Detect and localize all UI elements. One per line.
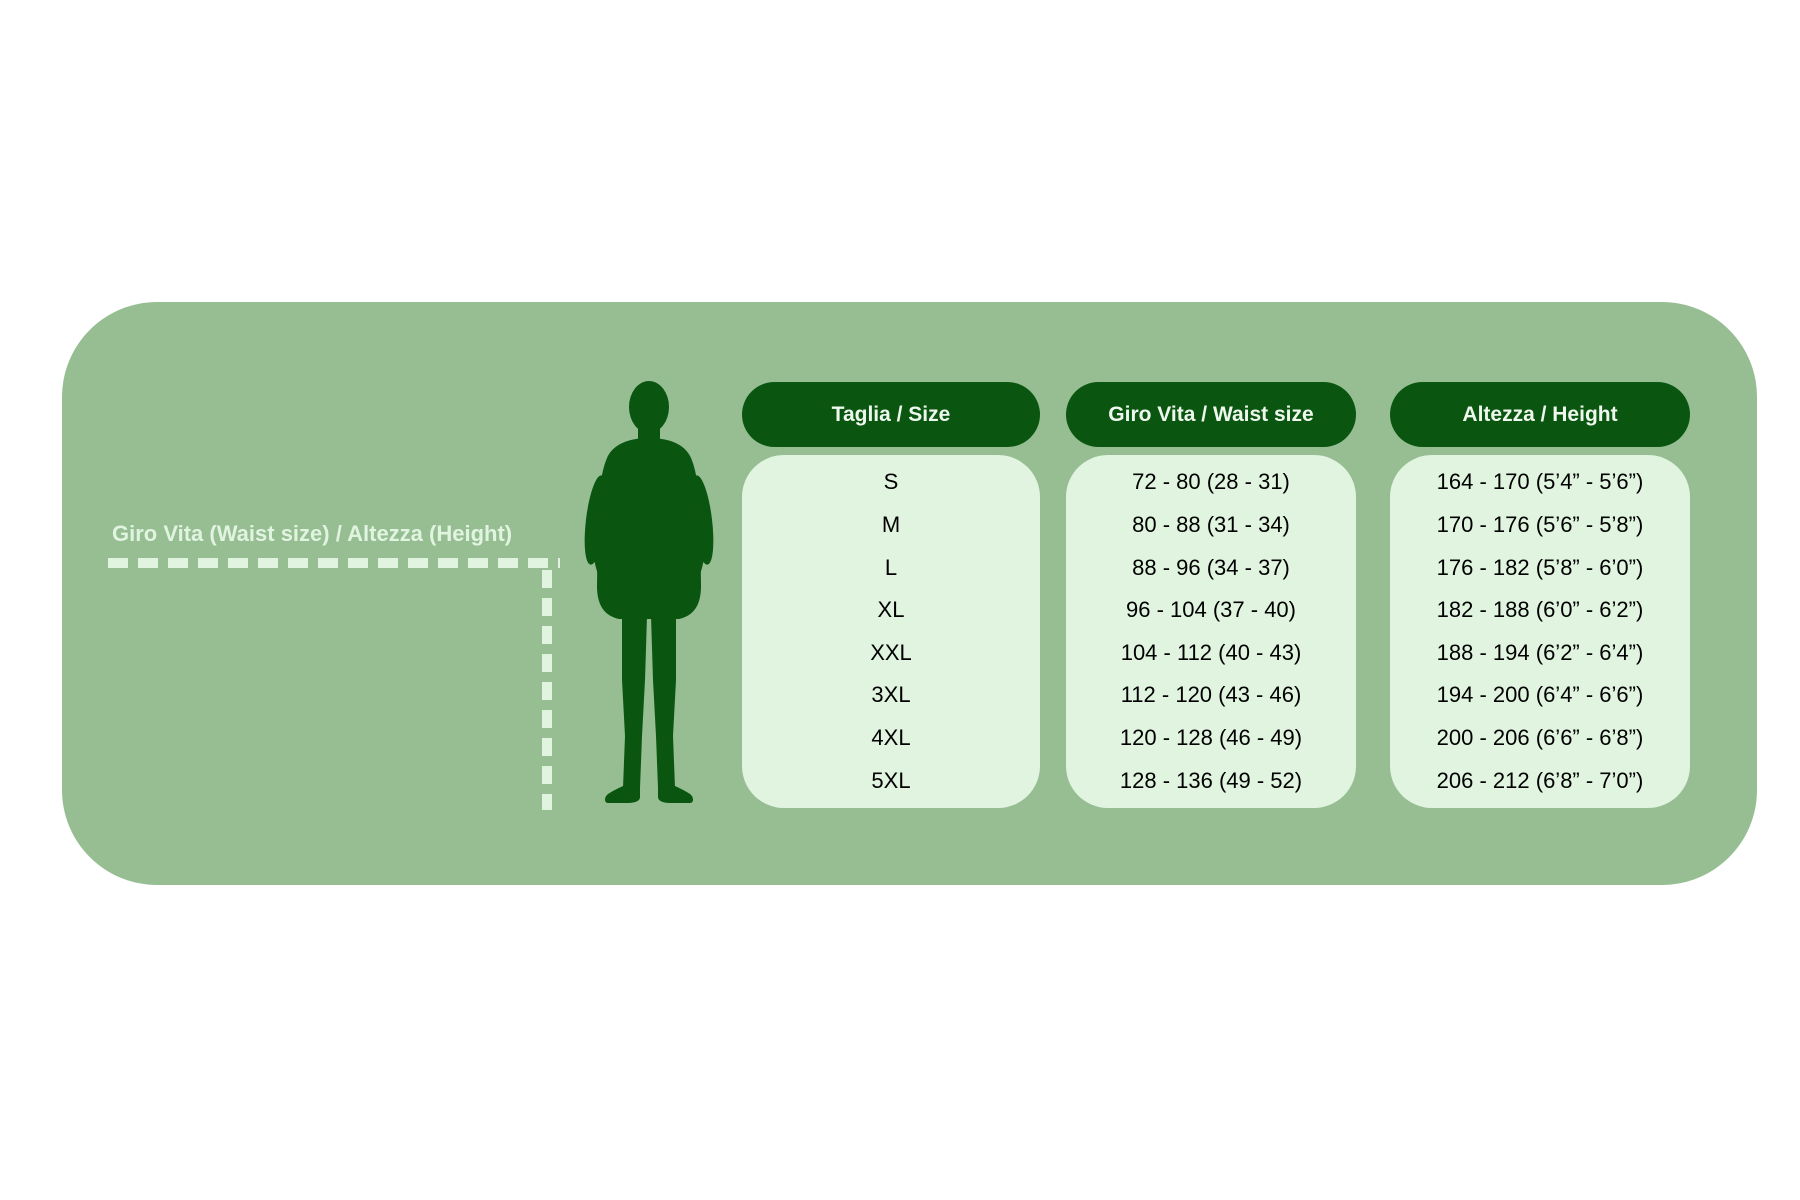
table-cell: 80 - 88 (31 - 34) (1132, 511, 1290, 537)
dashed-line-horizontal (108, 558, 560, 568)
table-cell: S (883, 469, 899, 495)
table-cell: 3XL (871, 682, 911, 708)
waist-height-annotation-label: Giro Vita (Waist size) / Altezza (Height… (112, 521, 513, 546)
table-cell: 96 - 104 (37 - 40) (1126, 597, 1296, 623)
column-height-header: Altezza / Height (1390, 382, 1690, 447)
column-size-values: S M L XL XXL 3XL 4XL 5XL (742, 455, 1040, 808)
column-size-header: Taglia / Size (742, 382, 1040, 447)
table-cell: 206 - 212 (6’8” - 7’0”) (1436, 767, 1644, 793)
column-waist: Giro Vita / Waist size 72 - 80 (28 - 31)… (1066, 382, 1356, 808)
table-cell: 176 - 182 (5’8” - 6’0”) (1436, 554, 1644, 580)
table-cell: 4XL (871, 725, 911, 751)
table-cell: 188 - 194 (6’2” - 6’4”) (1436, 639, 1644, 665)
table-cell: 88 - 96 (34 - 37) (1132, 554, 1290, 580)
table-cell: 164 - 170 (5’4” - 5’6”) (1436, 469, 1644, 495)
table-cell: XL (877, 597, 905, 623)
table-cell: L (884, 554, 898, 580)
column-height: Altezza / Height 164 - 170 (5’4” - 5’6”)… (1390, 382, 1690, 808)
table-cell: 182 - 188 (6’0” - 6’2”) (1436, 597, 1644, 623)
table-cell: M (881, 511, 901, 537)
dashed-line-vertical (542, 570, 552, 810)
table-cell: 104 - 112 (40 - 43) (1120, 639, 1302, 665)
table-cell: 194 - 200 (6’4” - 6’6”) (1436, 682, 1644, 708)
table-cell: XXL (870, 639, 912, 665)
column-height-values: 164 - 170 (5’4” - 5’6”) 170 - 176 (5’6” -… (1390, 455, 1690, 808)
table-cell: 200 - 206 (6’6” - 6’8”) (1436, 725, 1644, 751)
table-cell: 5XL (871, 767, 911, 793)
table-cell: 170 - 176 (5’6” - 5’8”) (1436, 511, 1644, 537)
column-waist-header: Giro Vita / Waist size (1066, 382, 1356, 447)
table-cell: 112 - 120 (43 - 46) (1120, 682, 1302, 708)
table-cell: 120 - 128 (46 - 49) (1119, 725, 1303, 751)
man-silhouette-figure (584, 381, 714, 803)
table-cell: 72 - 80 (28 - 31) (1132, 469, 1290, 495)
column-waist-values: 72 - 80 (28 - 31) 80 - 88 (31 - 34) 88 - 9… (1066, 455, 1356, 808)
table-cell: 128 - 136 (49 - 52) (1119, 767, 1303, 793)
column-size: Taglia / Size S M L XL XXL 3XL 4XL 5XL (742, 382, 1040, 808)
